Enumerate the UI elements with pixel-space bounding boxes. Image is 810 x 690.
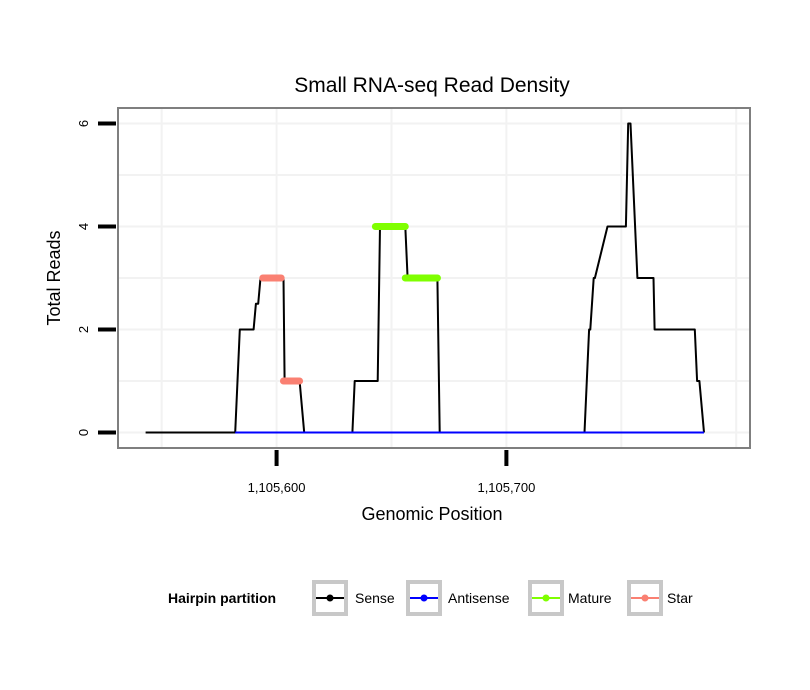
y-tick-label: 4 <box>76 223 91 230</box>
legend-title: Hairpin partition <box>168 590 276 606</box>
y-tick-label: 2 <box>76 326 91 333</box>
legend: Hairpin partition Sense Antisense Mature St… <box>168 580 693 616</box>
plot-panel-border <box>117 107 751 449</box>
legend-key-dot <box>326 594 334 602</box>
y-tick-label: 6 <box>76 120 91 127</box>
legend-label-star: Star <box>667 590 693 606</box>
legend-item-antisense: Antisense <box>406 580 510 616</box>
legend-item-star: Star <box>627 580 693 616</box>
data-series <box>145 122 705 434</box>
x-tick-label: 1,105,700 <box>477 480 535 495</box>
axes: 0 2 4 6 1,105,600 1,105,700 <box>76 120 535 495</box>
legend-item-mature: Mature <box>528 580 612 616</box>
y-axis-title: Total Reads <box>44 230 64 325</box>
legend-item-sense: Sense <box>312 580 395 616</box>
legend-key-dot <box>641 594 649 602</box>
x-axis-title: Genomic Position <box>361 504 502 524</box>
legend-label-mature: Mature <box>568 590 612 606</box>
legend-label-sense: Sense <box>355 590 395 606</box>
y-tick-label: 0 <box>76 429 91 436</box>
legend-key-dot <box>542 594 550 602</box>
chart-title: Small RNA-seq Read Density <box>294 74 570 97</box>
legend-label-antisense: Antisense <box>448 590 510 606</box>
legend-key-dot <box>420 594 428 602</box>
x-tick-label: 1,105,600 <box>248 480 306 495</box>
